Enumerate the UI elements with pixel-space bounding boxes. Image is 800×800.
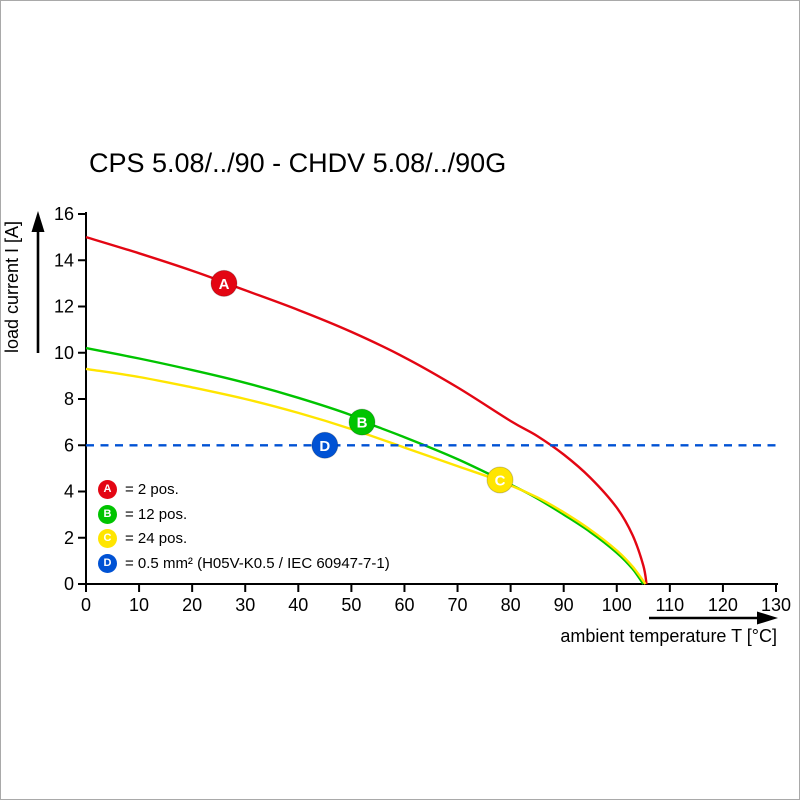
y-tick-label: 4 [64,482,74,502]
legend-item-d: D = 0.5 mm² (H05V-K0.5 / IEC 60947-7-1) [98,553,390,574]
x-tick-label: 80 [501,595,521,615]
x-tick-label: 90 [554,595,574,615]
legend-label-b: = 12 pos. [125,505,188,523]
curve-marker-a-icon [210,269,238,297]
legend-marker-d-icon: D [98,553,117,573]
legend: A = 2 pos. B = 12 pos. C = 24 pos. D = 0… [98,480,390,573]
y-tick-label: 16 [54,204,74,224]
curve-marker-b-icon [348,408,376,436]
x-axis-arrow [649,611,778,625]
y-tick-label: 12 [54,297,74,317]
curve-marker-d-letter: D [319,438,330,455]
x-tick-label: 10 [129,595,149,615]
plot-dynamic: 0 10 20 30 40 50 60 70 80 90 100 110 120 130 0 2 4 6 8 10 12… [54,204,791,615]
x-tick-label: 40 [288,595,308,615]
curve-marker-c-letter: C [495,472,506,489]
x-axis-label: ambient temperature T [°C] [560,626,777,646]
y-tick-label: 0 [64,574,74,594]
x-tick-label: 70 [448,595,468,615]
legend-marker-c-icon: C [98,529,117,549]
x-tick-label: 100 [602,595,632,615]
legend-label-a: = 2 pos. [125,481,179,499]
y-axis-arrow [31,211,45,353]
legend-item-a: A = 2 pos. [98,480,390,500]
curve-marker-a-letter: A [219,276,230,293]
curve-c [85,367,647,585]
x-tick-label: 30 [235,595,255,615]
x-tick-label: 110 [655,595,684,615]
y-tick-label: 8 [64,389,74,409]
y-axis-label: load current I [A] [2,221,22,353]
x-tick-label: 60 [394,595,414,615]
legend-label-d: = 0.5 mm² (H05V-K0.5 / IEC 60947-7-1) [125,554,390,572]
x-tick-label: 120 [708,595,738,615]
y-tick-label: 6 [64,435,74,455]
legend-marker-b-icon: B [98,504,117,524]
legend-item-b: B = 12 pos. [98,504,390,525]
y-tick-label: 14 [54,250,74,270]
legend-item-c: C = 24 pos. [98,529,390,549]
curve-marker-c-icon [486,466,514,494]
x-tick-label: 0 [81,595,91,615]
curve-b [85,346,645,585]
y-tick-label: 2 [64,528,74,548]
x-tick-label: 20 [182,595,202,615]
legend-label-c: = 24 pos. [125,530,188,548]
x-tick-label: 50 [341,595,361,615]
curve-marker-b-letter: B [357,415,368,432]
x-tick-label: 130 [761,595,791,615]
y-tick-label: 10 [54,343,74,363]
chart-title: CPS 5.08/../90 - CHDV 5.08/../90G [89,148,507,178]
legend-marker-a-icon: A [98,480,117,500]
curve-marker-d-icon [311,431,339,459]
